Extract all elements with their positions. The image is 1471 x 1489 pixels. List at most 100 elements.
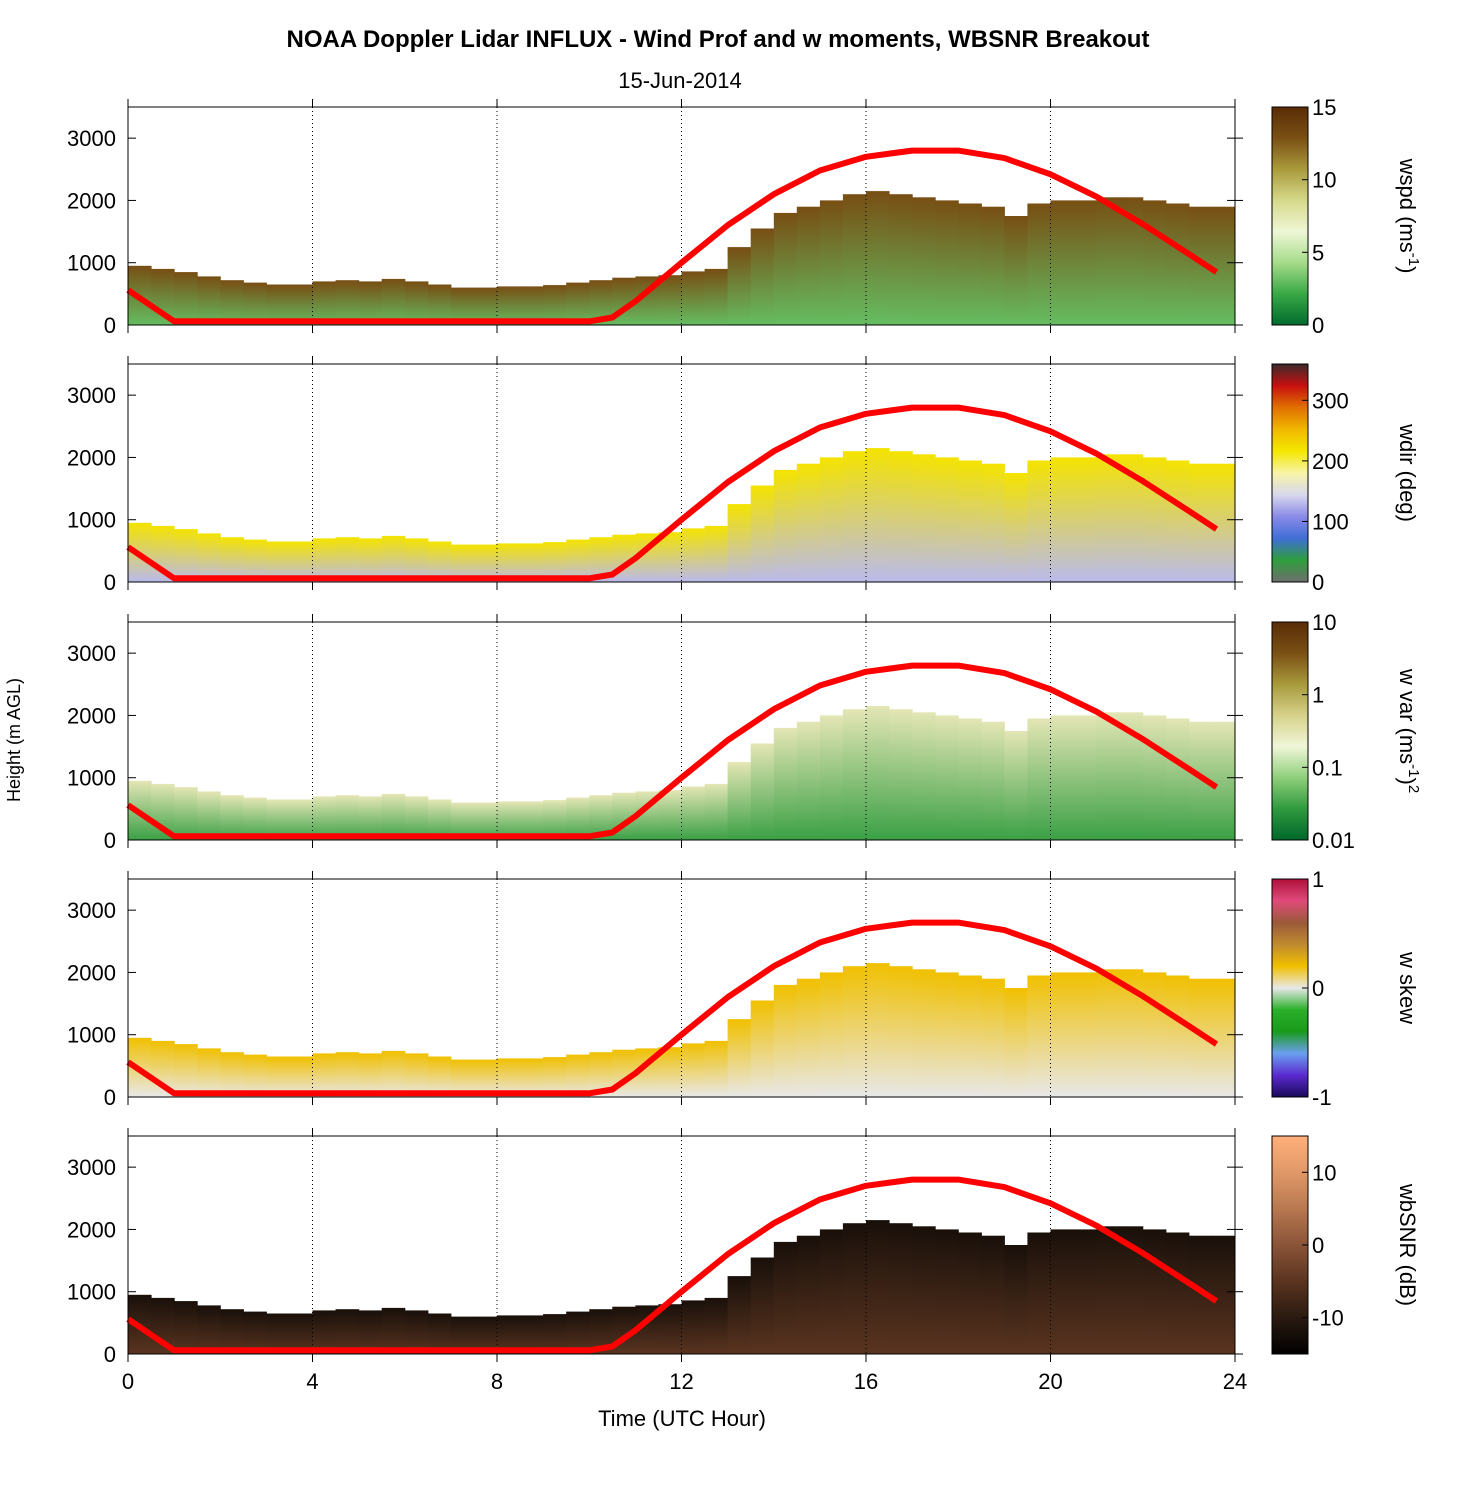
heatmap-column — [566, 1311, 590, 1354]
colorbar-label-suffix: ) — [1395, 266, 1420, 273]
heatmap-column — [935, 972, 959, 1097]
heatmap-column — [866, 706, 890, 840]
heatmap-column — [1096, 454, 1121, 582]
heatmap-column — [866, 1220, 890, 1354]
heatmap-column — [589, 280, 613, 325]
heatmap-column — [450, 802, 475, 840]
heatmap-column — [1027, 1232, 1051, 1354]
heatmap-column — [958, 203, 982, 325]
heatmap-column — [450, 287, 475, 325]
heatmap-column — [427, 1056, 452, 1097]
heatmap-column — [220, 280, 244, 325]
heatmap-column — [866, 448, 890, 582]
heatmap-column — [381, 1050, 406, 1097]
heatmap-column — [681, 1300, 706, 1354]
heatmap-column — [958, 718, 982, 840]
heatmap-column — [335, 280, 360, 325]
heatmap-column — [497, 801, 521, 840]
heatmap-column — [427, 1313, 452, 1354]
heatmap-column — [727, 247, 752, 325]
y-tick-label: 0 — [104, 828, 116, 853]
heatmap-column — [842, 1223, 867, 1354]
heatmap-column — [381, 793, 406, 840]
colorbar-tick-label: 1 — [1312, 683, 1324, 708]
y-axis-label: Height (m AGL) — [4, 678, 24, 802]
heatmap-column — [520, 801, 544, 840]
mixing-height-line — [126, 1176, 1219, 1354]
heatmap-column — [912, 454, 936, 582]
heatmap-column — [1142, 200, 1167, 325]
heatmap-column — [681, 1043, 706, 1097]
heatmap-column — [1050, 1229, 1075, 1354]
colorbar-label: wdir (deg) — [1395, 423, 1420, 522]
y-tick-label: 3000 — [67, 898, 116, 923]
heatmap-column — [543, 285, 567, 325]
chart-subtitle: 15-Jun-2014 — [618, 68, 742, 93]
heatmap-column — [289, 541, 313, 582]
heatmap-column — [450, 1316, 475, 1354]
colorbar-tick-label: 200 — [1312, 449, 1349, 474]
heatmap-column — [197, 276, 221, 325]
heatmap-column — [1073, 1229, 1098, 1354]
heatmap-column — [1073, 715, 1098, 840]
heatmap-column — [589, 1052, 613, 1097]
heatmap-column — [1004, 216, 1028, 325]
heatmap-column — [358, 1053, 383, 1097]
colorbar-tick-label: 10 — [1312, 168, 1336, 193]
heatmap-column — [1027, 203, 1051, 325]
heatmap-column — [958, 460, 982, 582]
heatmap-column — [174, 1301, 198, 1354]
heatmap-column — [1188, 463, 1213, 582]
y-tick-label: 2000 — [67, 1217, 116, 1242]
heatmap-column — [889, 194, 913, 325]
heatmap-column — [889, 1223, 913, 1354]
heatmap-column — [358, 796, 383, 840]
heatmap-column — [819, 457, 844, 582]
heatmap-column — [473, 802, 498, 840]
heatmap-column — [266, 1313, 290, 1354]
colorbar-tick-label: 10 — [1312, 610, 1336, 635]
y-tick-label: 0 — [104, 1342, 116, 1367]
heatmap-column — [727, 504, 752, 582]
colorbar-label: wbSNR (dB) — [1395, 1183, 1420, 1306]
heatmap-column — [335, 795, 360, 840]
heatmap-column — [704, 1040, 729, 1097]
colorbar-tick-label: 0.1 — [1312, 755, 1343, 780]
heatmap-column — [1142, 457, 1167, 582]
colorbar-label-main: wspd (ms — [1395, 158, 1420, 253]
y-tick-label: 3000 — [67, 383, 116, 408]
colorbar-wskew: 1 0 -1 w skew — [1271, 867, 1420, 1110]
heatmap-column — [566, 539, 590, 582]
heatmap-column — [1211, 721, 1236, 840]
heatmap-column — [1096, 1226, 1121, 1354]
panel-wskew: 0 1000 2000 3000 1 0 -1 w skew — [67, 867, 1420, 1110]
panel-wvar: 0 1000 2000 3000 10 1 0.1 0.01 w var (ms-1)2 — [67, 610, 1422, 853]
heatmap-column — [681, 786, 706, 840]
y-tick-label: 2000 — [67, 445, 116, 470]
y-tick-label: 1000 — [67, 251, 116, 276]
heatmap-column — [658, 790, 682, 840]
heatmap-column — [335, 1052, 360, 1097]
heatmap-column — [681, 528, 706, 582]
heatmap-column — [358, 1310, 383, 1354]
heatmap-column — [842, 194, 867, 325]
heatmap-column — [520, 1315, 544, 1354]
heatmap-column — [197, 1048, 221, 1097]
colorbar-fill — [1271, 106, 1309, 326]
heatmap-column — [773, 984, 798, 1097]
colorbar-wspd: 15 10 5 0 wspd (ms-1) — [1271, 95, 1422, 338]
heatmap-column — [1050, 715, 1075, 840]
heatmap-column — [1211, 1235, 1236, 1354]
heatmap-column — [981, 978, 1005, 1097]
heatmap-column — [935, 1229, 959, 1354]
heatmap-column — [312, 538, 337, 582]
heatmap-column — [427, 799, 452, 840]
colorbar-label: w var (ms-1)2 — [1395, 668, 1422, 793]
colorbar-tick-label: 300 — [1312, 388, 1349, 413]
heatmap-column — [266, 284, 290, 325]
heatmap-column — [750, 743, 775, 840]
y-tick-label: 2000 — [67, 960, 116, 985]
colorbar-label-main: w var (ms — [1395, 668, 1420, 764]
heatmap-column — [1119, 454, 1144, 582]
mixing-height-line — [126, 147, 1219, 325]
